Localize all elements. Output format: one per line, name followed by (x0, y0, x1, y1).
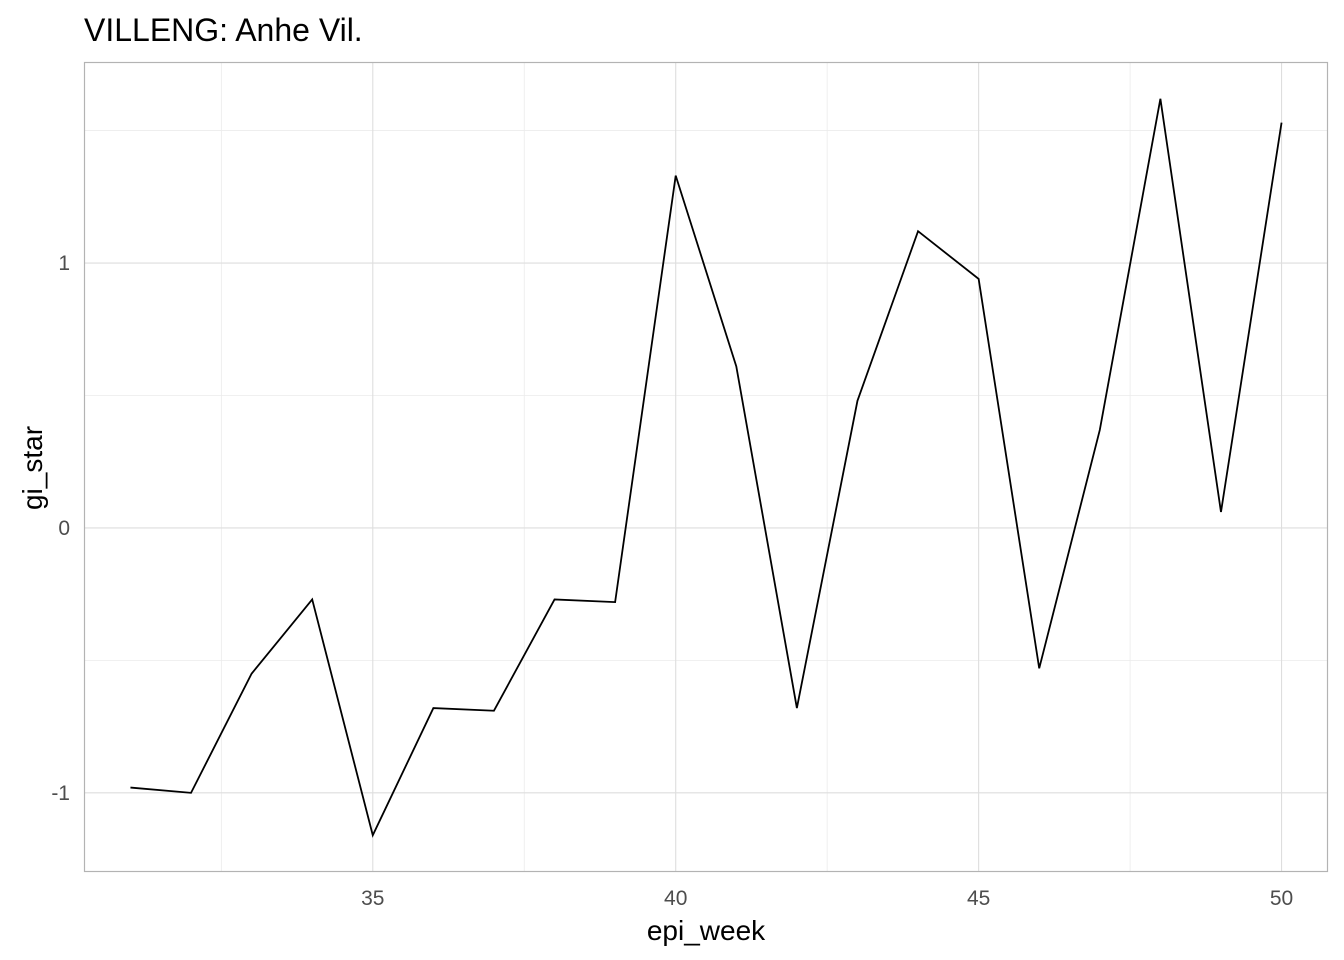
x-tick-label: 45 (967, 887, 990, 910)
plot-panel (83, 61, 1329, 873)
chart-title: VILLENG: Anhe Vil. (84, 12, 363, 48)
y-tick-label: 1 (58, 252, 70, 275)
series-line (130, 98, 1283, 838)
y-tick-label: -1 (51, 782, 70, 805)
data-points (128, 97, 1283, 837)
x-tick-label: 35 (361, 887, 384, 910)
y-axis-title: gi_star (17, 426, 48, 510)
x-axis-title: epi_week (647, 915, 766, 946)
y-tick-label: 0 (58, 517, 70, 540)
y-axis-ticks: -1 0 1 (51, 252, 70, 805)
x-tick-label: 50 (1270, 887, 1293, 910)
grid (85, 63, 1327, 871)
x-axis-ticks: 35 40 45 50 (361, 887, 1293, 910)
x-tick-label: 40 (664, 887, 687, 910)
